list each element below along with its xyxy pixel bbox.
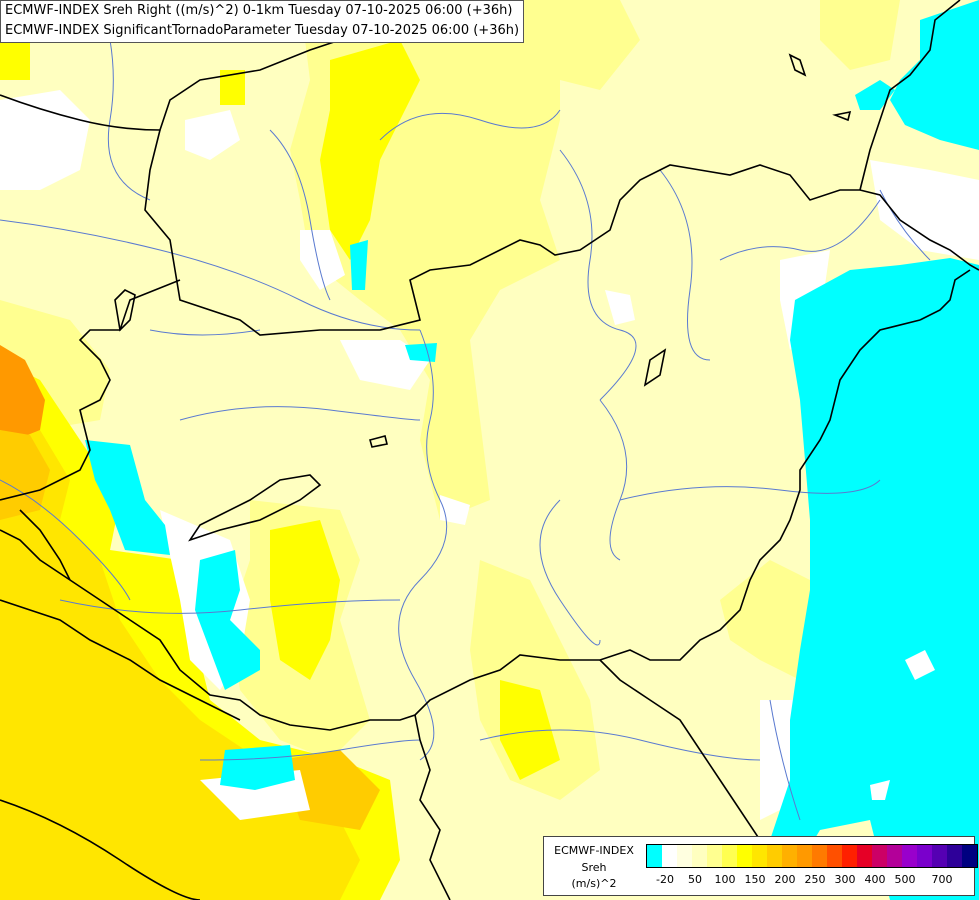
legend-swatch	[782, 845, 797, 867]
legend-swatch	[692, 845, 707, 867]
legend-tick-label: 50	[688, 873, 702, 886]
legend-swatch	[677, 845, 692, 867]
title-line-stp: ECMWF-INDEX SignificantTornadoParameter …	[5, 23, 520, 38]
field-white-in-cyan	[870, 650, 935, 800]
legend-swatch	[842, 845, 857, 867]
legend-swatch	[797, 845, 812, 867]
legend-unit-label: (m/s)^2	[571, 877, 617, 890]
legend-swatch	[947, 845, 962, 867]
legend-swatch	[932, 845, 947, 867]
legend-tick-labels: -20 50 100 150 200 250 300 400 500 700	[646, 873, 971, 889]
legend-tick-label: 150	[744, 873, 766, 886]
legend-swatch	[962, 845, 977, 867]
legend-swatch	[917, 845, 932, 867]
legend-swatch	[647, 845, 662, 867]
legend-swatch	[872, 845, 887, 867]
legend-tick-label: -20	[656, 873, 674, 886]
legend-swatch	[722, 845, 737, 867]
legend-swatch	[752, 845, 767, 867]
title-line-sreh: ECMWF-INDEX Sreh Right ((m/s)^2) 0-1km T…	[5, 3, 513, 18]
legend-variable-label: Sreh	[581, 861, 607, 874]
legend-tick-label: 300	[834, 873, 856, 886]
rivers	[0, 0, 931, 821]
map-title: ECMWF-INDEX Sreh Right ((m/s)^2) 0-1km T…	[0, 0, 525, 43]
legend-swatch	[737, 845, 752, 867]
legend-swatch	[812, 845, 827, 867]
legend-swatch	[662, 845, 677, 867]
legend-swatch	[707, 845, 722, 867]
field-orange	[0, 345, 45, 440]
legend-swatch	[902, 845, 917, 867]
legend-tick-label: 700	[931, 873, 953, 886]
legend-tick-label: 200	[774, 873, 796, 886]
legend-swatch	[887, 845, 902, 867]
legend-color-scale	[646, 844, 978, 868]
legend-swatch	[767, 845, 782, 867]
legend-tick-label: 100	[714, 873, 736, 886]
legend-tick-label: 250	[804, 873, 826, 886]
legend-swatch	[857, 845, 872, 867]
legend-model-label: ECMWF-INDEX	[554, 844, 634, 857]
legend-tick-label: 500	[894, 873, 916, 886]
legend-swatch	[827, 845, 842, 867]
legend-tick-label: 400	[864, 873, 886, 886]
color-legend: ECMWF-INDEX Sreh (m/s)^2 -20 50 100 150 200 2…	[543, 836, 978, 896]
